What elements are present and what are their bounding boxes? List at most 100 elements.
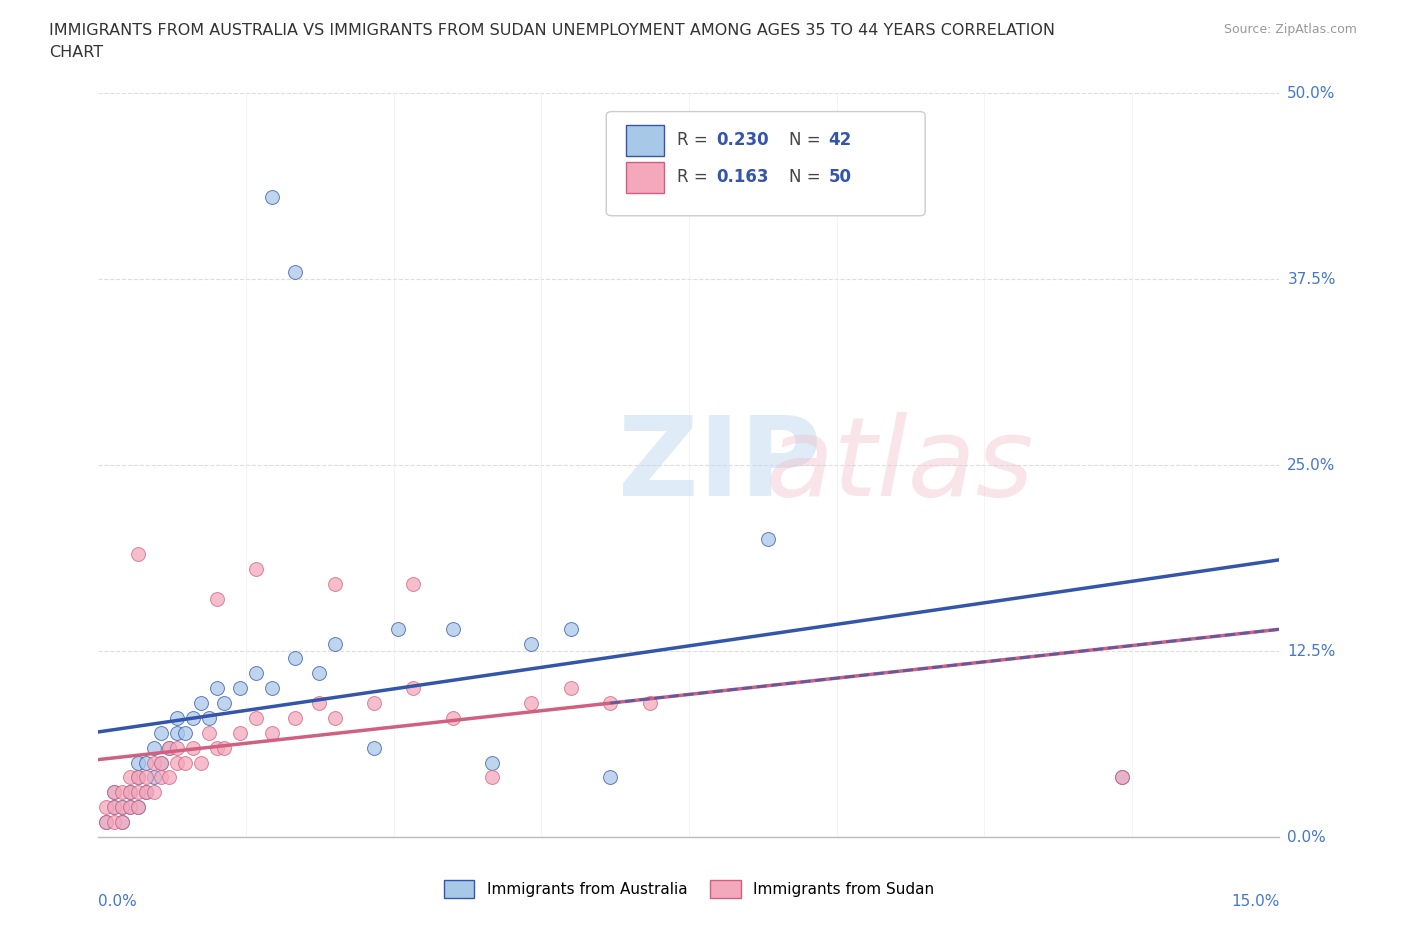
Point [174, 755, 197, 770]
Point [260, 190, 283, 205]
Text: ZIP: ZIP [619, 411, 821, 519]
Point [190, 696, 212, 711]
Point [118, 770, 141, 785]
Point [111, 815, 134, 830]
Point [1111, 770, 1133, 785]
Point [103, 800, 125, 815]
Text: atlas: atlas [766, 411, 1035, 519]
Point [245, 711, 267, 725]
Point [150, 755, 173, 770]
Point [127, 770, 149, 785]
Point [245, 666, 267, 681]
Text: CHART: CHART [49, 45, 103, 60]
Point [118, 785, 141, 800]
Point [387, 621, 409, 636]
Point [166, 740, 188, 755]
Point [142, 770, 165, 785]
Point [402, 577, 425, 591]
Text: Source: ZipAtlas.com: Source: ZipAtlas.com [1223, 23, 1357, 36]
Text: 25.0%: 25.0% [1288, 458, 1336, 472]
Point [181, 740, 204, 755]
Point [111, 785, 134, 800]
Point [481, 770, 503, 785]
Point [142, 755, 165, 770]
Text: 0.163: 0.163 [716, 168, 769, 186]
Text: 0.230: 0.230 [716, 131, 769, 149]
Point [197, 725, 219, 740]
Point [205, 681, 228, 696]
Point [190, 755, 212, 770]
Point [96, 800, 118, 815]
FancyBboxPatch shape [626, 162, 664, 193]
Point [157, 740, 180, 755]
Point [135, 770, 157, 785]
Point [127, 785, 149, 800]
Text: 42: 42 [828, 131, 852, 149]
Point [127, 800, 149, 815]
Point [284, 651, 307, 666]
Point [229, 681, 252, 696]
Point [229, 725, 252, 740]
Point [103, 800, 125, 815]
Point [363, 740, 385, 755]
Point [127, 800, 149, 815]
Point [520, 636, 543, 651]
Point [127, 547, 149, 562]
Point [166, 755, 188, 770]
Point [127, 755, 149, 770]
Point [157, 770, 180, 785]
Point [166, 725, 188, 740]
Point [103, 785, 125, 800]
Point [599, 770, 621, 785]
Point [323, 577, 346, 591]
Point [135, 785, 157, 800]
Text: 15.0%: 15.0% [1232, 894, 1279, 909]
Point [560, 621, 582, 636]
Point [402, 681, 425, 696]
Point [111, 815, 134, 830]
Point [756, 532, 779, 547]
Point [205, 740, 228, 755]
Point [150, 770, 173, 785]
Point [166, 711, 188, 725]
Point [205, 591, 228, 606]
Point [260, 681, 283, 696]
Point [441, 621, 464, 636]
Text: R =: R = [678, 168, 713, 186]
Point [284, 264, 307, 279]
Point [96, 815, 118, 830]
Point [135, 755, 157, 770]
Point [599, 696, 621, 711]
Point [197, 711, 219, 725]
Point [111, 800, 134, 815]
Point [481, 755, 503, 770]
Text: 50.0%: 50.0% [1288, 86, 1336, 100]
Point [118, 800, 141, 815]
Point [103, 785, 125, 800]
Point [284, 711, 307, 725]
Point [142, 740, 165, 755]
Point [560, 681, 582, 696]
Point [260, 725, 283, 740]
Point [157, 740, 180, 755]
Point [174, 725, 197, 740]
Point [142, 785, 165, 800]
Text: 12.5%: 12.5% [1288, 644, 1336, 658]
Text: 0.0%: 0.0% [1288, 830, 1326, 844]
Point [308, 696, 330, 711]
Point [1111, 770, 1133, 785]
Legend: Immigrants from Australia, Immigrants from Sudan: Immigrants from Australia, Immigrants fr… [437, 874, 941, 904]
Point [638, 696, 661, 711]
Point [323, 711, 346, 725]
Point [127, 770, 149, 785]
Point [245, 562, 267, 577]
Text: R =: R = [678, 131, 713, 149]
Point [111, 800, 134, 815]
Text: N =: N = [789, 168, 827, 186]
Point [118, 800, 141, 815]
Point [323, 636, 346, 651]
Point [150, 755, 173, 770]
Point [103, 815, 125, 830]
Text: N =: N = [789, 131, 827, 149]
Point [135, 785, 157, 800]
